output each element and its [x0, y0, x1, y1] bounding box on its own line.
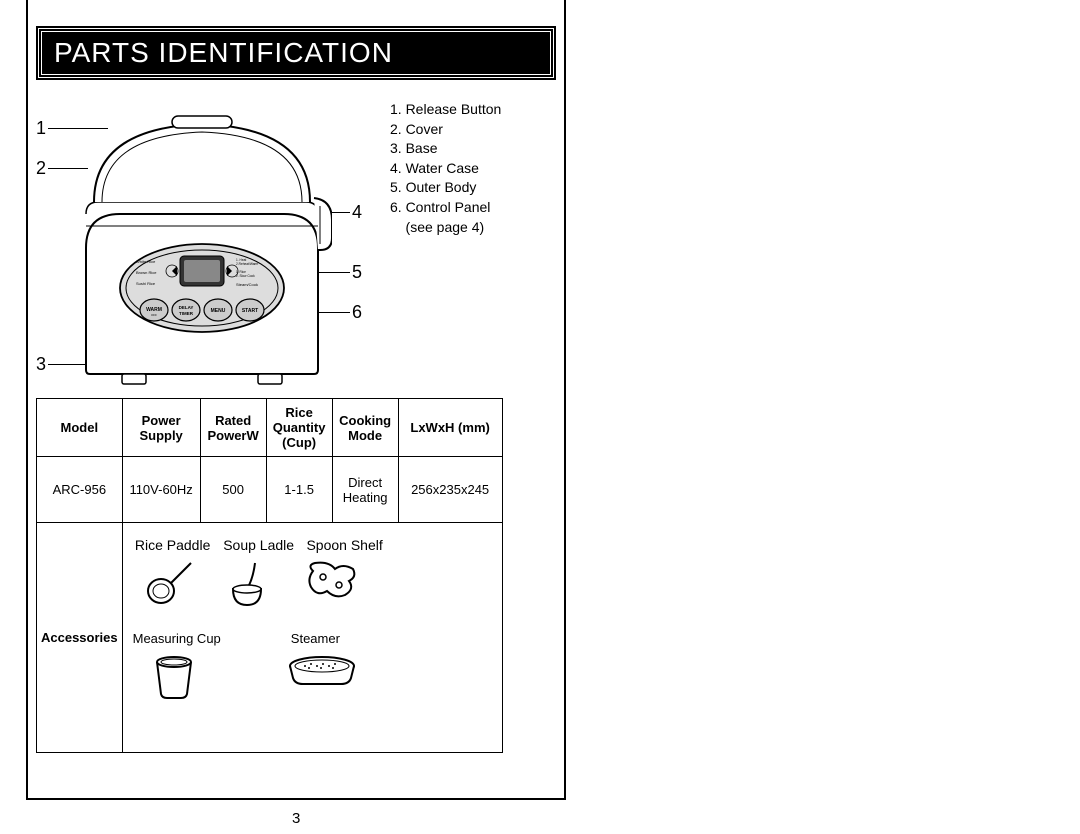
svg-text:2. Slow Cook: 2. Slow Cook	[236, 274, 255, 278]
soup-ladle-icon	[225, 559, 275, 609]
col-power-supply: Power Supply	[122, 399, 200, 457]
callout-6: 6	[352, 302, 362, 323]
svg-text:White Rice: White Rice	[136, 259, 156, 264]
acc-rice-paddle-label: Rice Paddle	[133, 537, 213, 553]
accessories-label: Accessories	[37, 523, 123, 753]
spoon-shelf-icon	[305, 559, 359, 603]
col-model: Model	[37, 399, 123, 457]
col-dimensions: LxWxH (mm)	[398, 399, 502, 457]
legend-item: 4. Water Case	[390, 159, 501, 179]
legend-item: 1. Release Button	[390, 100, 501, 120]
cell-rated-power: 500	[200, 457, 266, 523]
callout-4: 4	[352, 202, 362, 223]
col-rated-power: Rated PowerW	[200, 399, 266, 457]
callout-3: 3	[36, 354, 46, 375]
callout-5: 5	[352, 262, 362, 283]
title-bar: PARTS IDENTIFICATION	[38, 28, 554, 78]
cell-rice-qty: 1-1.5	[266, 457, 332, 523]
col-cooking-mode: Cooking Mode	[332, 399, 398, 457]
svg-text:Brown Rice: Brown Rice	[136, 270, 157, 275]
svg-text:OFF: OFF	[151, 313, 157, 317]
svg-text:Steam/Cook: Steam/Cook	[236, 282, 258, 287]
legend-item: 2. Cover	[390, 120, 501, 140]
parts-legend: 1. Release Button 2. Cover 3. Base 4. Wa…	[390, 100, 501, 237]
legend-note: (see page 4)	[390, 218, 501, 238]
acc-soup-ladle-label: Soup Ladle	[219, 537, 299, 553]
legend-item: 3. Base	[390, 139, 501, 159]
svg-text:TIMER: TIMER	[179, 311, 194, 316]
accessories-cell: Rice Paddle Soup Ladle Spoon Shelf	[122, 523, 502, 753]
cell-cooking-mode: Direct Heating	[332, 457, 398, 523]
svg-text:Sushi Rice: Sushi Rice	[136, 281, 156, 286]
cell-power-supply: 110V-60Hz	[122, 457, 200, 523]
legend-item: 6. Control Panel	[390, 198, 501, 218]
page-number: 3	[292, 810, 300, 827]
page-title: PARTS IDENTIFICATION	[54, 37, 393, 69]
svg-text:2.Reheat/Warm: 2.Reheat/Warm	[236, 262, 259, 266]
cell-model: ARC-956	[37, 457, 123, 523]
svg-text:START: START	[242, 308, 258, 314]
table-header-row: Model Power Supply Rated PowerW Rice Qua…	[37, 399, 503, 457]
col-rice-qty: Rice Quantity (Cup)	[266, 399, 332, 457]
accessories-row: Accessories Rice Paddle Soup Ladle Spoon…	[37, 523, 503, 753]
callout-2: 2	[36, 158, 46, 179]
legend-item: 5. Outer Body	[390, 178, 501, 198]
callout-1: 1	[36, 118, 46, 139]
cell-dimensions: 256x235x245	[398, 457, 502, 523]
table-data-row: ARC-956 110V-60Hz 500 1-1.5 Direct Heati…	[37, 457, 503, 523]
acc-steamer-label: Steamer	[291, 631, 340, 646]
spec-table: Model Power Supply Rated PowerW Rice Qua…	[36, 398, 503, 753]
measuring-cup-icon	[151, 654, 197, 700]
acc-spoon-shelf-label: Spoon Shelf	[305, 537, 385, 553]
svg-text:MENU: MENU	[211, 308, 226, 314]
device-illustration: White Rice Brown Rice Sushi Rice 1. Heat…	[72, 108, 332, 388]
acc-measuring-cup-label: Measuring Cup	[133, 631, 221, 646]
steamer-icon	[287, 654, 357, 690]
svg-text:DELAY: DELAY	[179, 305, 194, 310]
rice-paddle-icon	[145, 559, 195, 605]
